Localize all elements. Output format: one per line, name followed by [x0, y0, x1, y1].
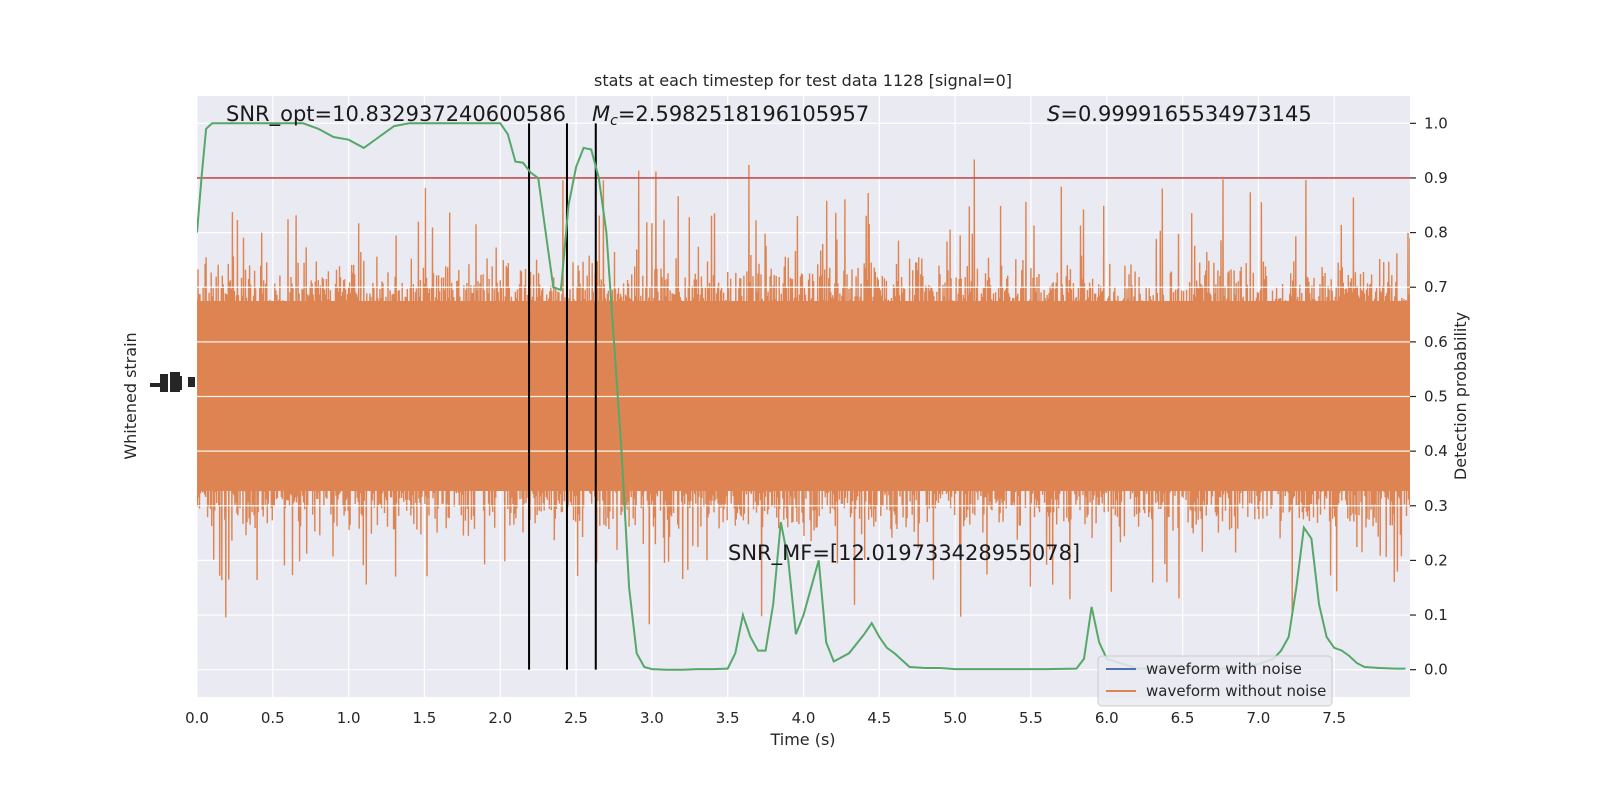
x-tick-label: 7.0: [1246, 709, 1270, 727]
x-tick-label: 0.5: [261, 709, 285, 727]
x-tick-label: 2.5: [564, 709, 588, 727]
y-tick-label: 0.6: [1424, 333, 1448, 351]
x-tick-label: 2.0: [488, 709, 512, 727]
x-tick-label: 4.0: [792, 709, 816, 727]
left-axis-tick-clutter: [150, 372, 195, 392]
x-axis-label: Time (s): [769, 730, 835, 749]
x-tick-label: 6.0: [1095, 709, 1119, 727]
chirp-mass-symbol: M: [592, 102, 610, 126]
waveform-without-noise-line: [197, 159, 1410, 625]
x-tick-label: 1.5: [413, 709, 437, 727]
y-ticks-right: 0.0 0.1 0.2 0.3 0.4 0.5 0.6 0.7 0.8 0.9 1.0: [1410, 114, 1448, 679]
right-axis-label: Detection probability: [1451, 312, 1470, 480]
x-tick-label: 1.0: [337, 709, 361, 727]
x-tick-label: 5.0: [943, 709, 967, 727]
legend-box: [1097, 655, 1333, 707]
legend-entry-with-noise: waveform with noise: [1146, 660, 1302, 678]
x-tick-label: 4.5: [867, 709, 891, 727]
legend-entry-without-noise: waveform without noise: [1146, 682, 1326, 700]
y-tick-label: 0.0: [1424, 661, 1448, 679]
s-annotation: S=0.9999165534973145: [1047, 102, 1312, 126]
chart-title: stats at each timestep for test data 112…: [594, 71, 1012, 90]
y-tick-label: 0.7: [1424, 278, 1448, 296]
y-tick-label: 0.1: [1424, 606, 1448, 624]
y-tick-label: 0.2: [1424, 551, 1448, 569]
x-tick-label: 6.5: [1171, 709, 1195, 727]
x-tick-label: 3.0: [640, 709, 664, 727]
s-value: =0.9999165534973145: [1060, 102, 1311, 126]
y-tick-label: 0.9: [1424, 169, 1448, 187]
snr-opt-annotation: SNR_opt=10.832937240600586: [226, 102, 566, 127]
y-tick-label: 0.4: [1424, 442, 1448, 460]
y-tick-label: 0.5: [1424, 388, 1448, 406]
x-ticks: 0.0 0.5 1.0 1.5 2.0 2.5 3.0 3.5 4.0 4.5 5.0 5.5 6.0 6…: [185, 709, 1346, 727]
y-tick-label: 1.0: [1424, 114, 1448, 132]
chirp-mass-annotation: Mc=2.5982518196105957: [592, 102, 869, 129]
x-tick-label: 0.0: [185, 709, 209, 727]
x-tick-label: 7.5: [1322, 709, 1346, 727]
left-axis-label: Whitened strain: [121, 332, 140, 459]
x-tick-label: 3.5: [716, 709, 740, 727]
snr-mf-annotation: SNR_MF=[12.019733428955078]: [728, 541, 1080, 566]
y-tick-label: 0.8: [1424, 224, 1448, 242]
s-symbol: S: [1047, 102, 1060, 126]
y-tick-label: 0.3: [1424, 497, 1448, 515]
strain-series: [197, 159, 1410, 625]
chirp-mass-subscript: c: [610, 113, 618, 129]
legend: waveform with noise waveform without noi…: [1097, 655, 1333, 707]
x-tick-label: 5.5: [1019, 709, 1043, 727]
chirp-mass-value: =2.5982518196105957: [618, 102, 869, 126]
